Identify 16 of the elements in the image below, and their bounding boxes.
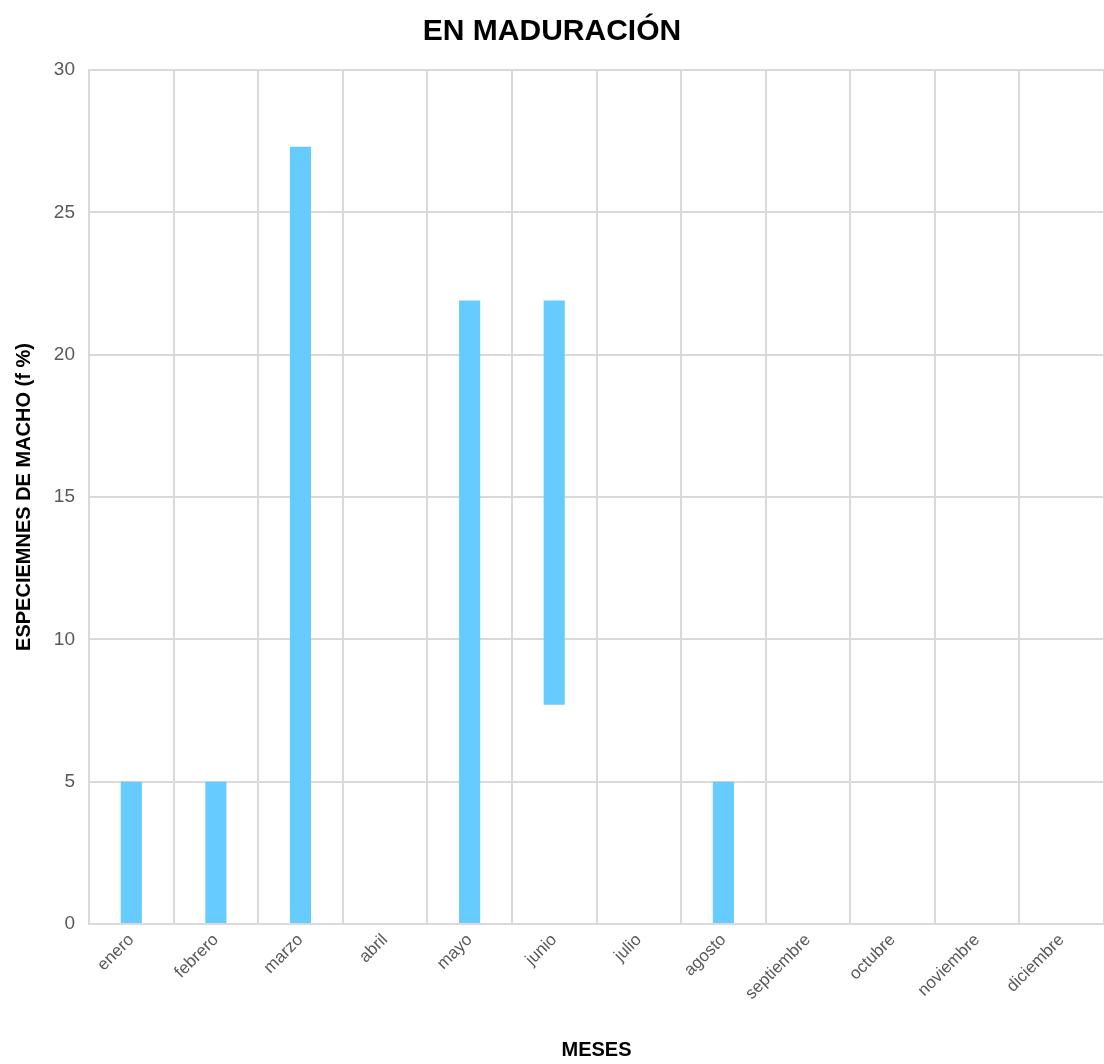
bar xyxy=(543,300,565,705)
y-tick-label: 10 xyxy=(53,627,75,649)
y-tick-label: 5 xyxy=(64,769,75,791)
x-axis-title: MESES xyxy=(561,1037,632,1060)
bar xyxy=(459,300,481,923)
y-tick-label: 15 xyxy=(53,485,75,507)
y-tick-label: 20 xyxy=(53,342,75,364)
y-tick-label: 25 xyxy=(53,200,75,222)
y-axis-title: ESPECIEMNES DE MACHO (f %) xyxy=(11,343,34,651)
bar xyxy=(712,781,734,923)
bar xyxy=(205,781,227,923)
y-tick-label: 0 xyxy=(64,912,75,934)
y-tick-label: 30 xyxy=(53,58,75,80)
chart-title: EN MADURACIÓN xyxy=(422,13,682,47)
bar xyxy=(120,781,142,923)
bar xyxy=(289,146,312,923)
